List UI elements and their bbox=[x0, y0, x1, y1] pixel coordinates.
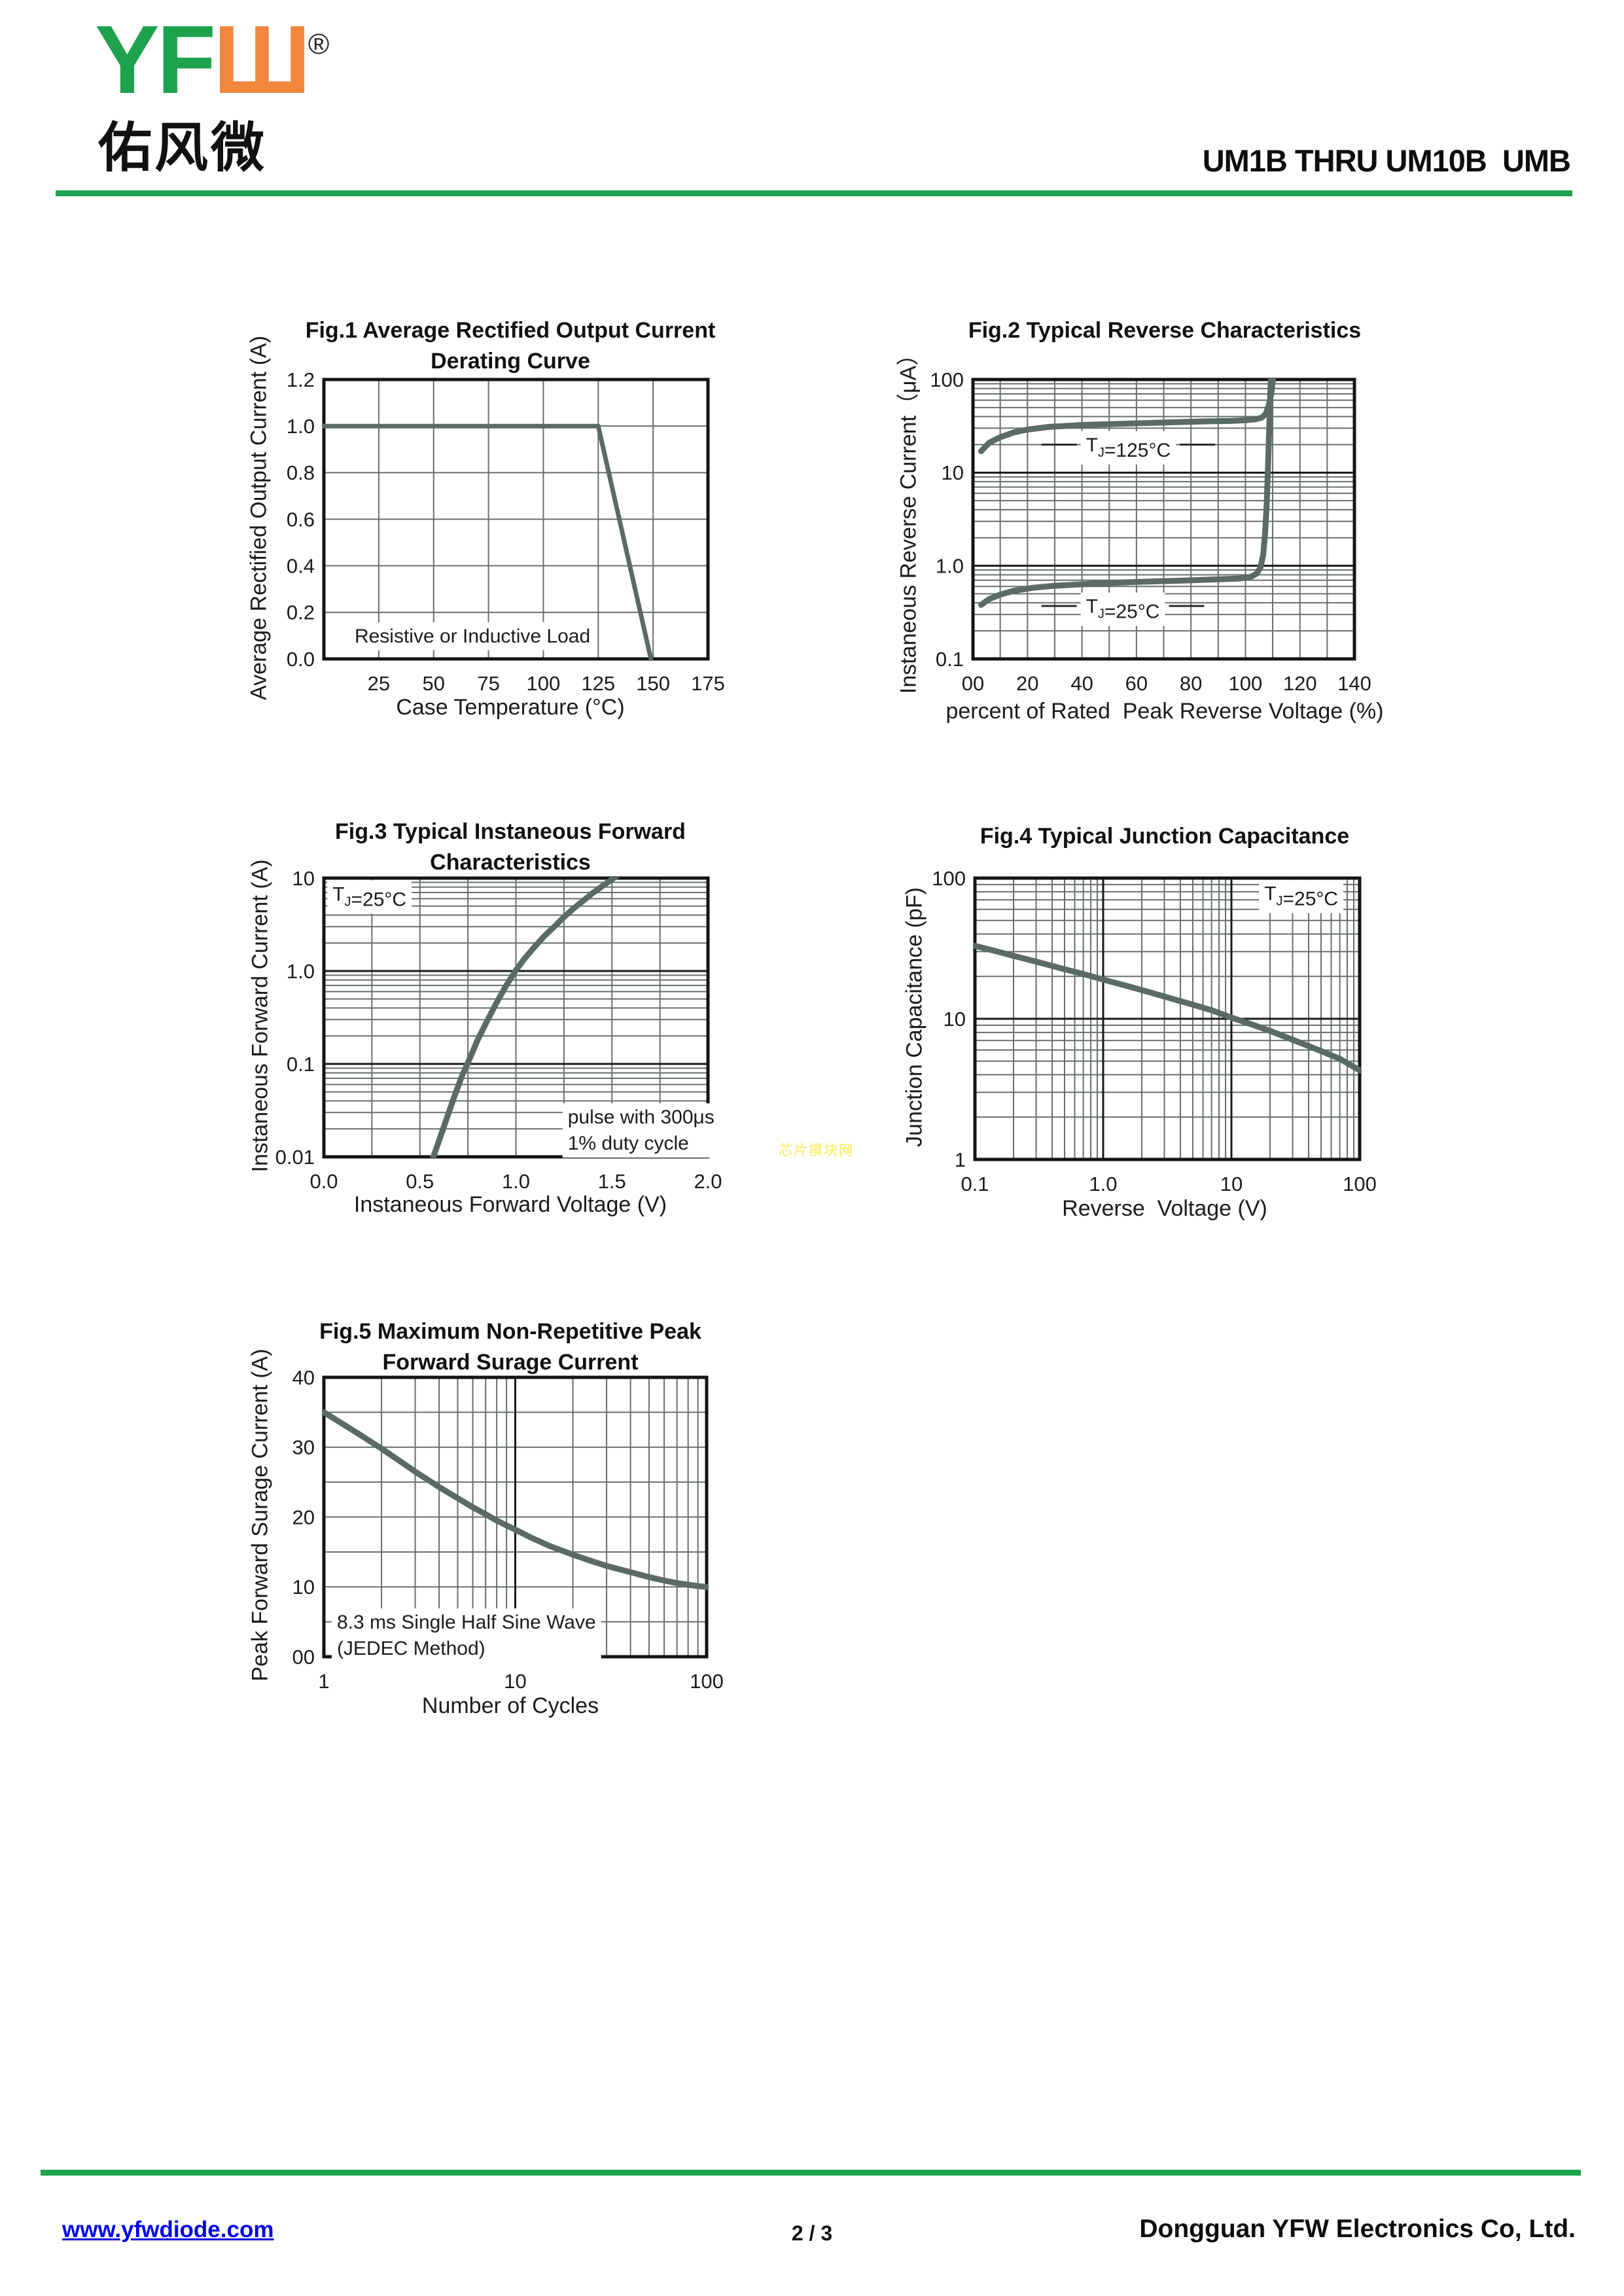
fig2-x-axis-label: percent of Rated Peak Reverse Voltage (%… bbox=[945, 699, 1384, 724]
svg-text:1: 1 bbox=[318, 1670, 329, 1693]
fig4-chart: 0.1 1.0 10 100 1 10 100 TJ=25°C bbox=[932, 867, 1377, 1195]
svg-text:10: 10 bbox=[1220, 1173, 1243, 1195]
fig5-x-axis-label: Number of Cycles bbox=[421, 1693, 599, 1718]
svg-text:10: 10 bbox=[942, 461, 964, 484]
company-logo: YFШ® bbox=[95, 12, 329, 109]
svg-text:1.0: 1.0 bbox=[287, 960, 315, 983]
svg-text:125: 125 bbox=[581, 672, 615, 695]
fig1-x-axis-label: Case Temperature (°C) bbox=[396, 695, 625, 720]
svg-text:0.4: 0.4 bbox=[287, 555, 315, 578]
svg-text:0.6: 0.6 bbox=[287, 508, 315, 531]
svg-text:1.0: 1.0 bbox=[287, 415, 315, 438]
svg-text:75: 75 bbox=[477, 672, 499, 695]
svg-text:10: 10 bbox=[504, 1670, 526, 1693]
header-rule bbox=[56, 190, 1572, 196]
svg-text:140: 140 bbox=[1337, 672, 1371, 695]
fig4-title: Fig.4 Typical Junction Capacitance bbox=[942, 821, 1387, 852]
svg-text:40: 40 bbox=[292, 1366, 315, 1389]
svg-text:1.5: 1.5 bbox=[598, 1170, 626, 1193]
svg-text:1% duty cycle: 1% duty cycle bbox=[568, 1133, 689, 1154]
fig1-chart: 25 50 75 100 125 150 175 0.0 0.2 0.4 0.6 0.8 1.0 1.2 R… bbox=[287, 368, 725, 695]
fig2-chart: 00 20 40 60 80 100 120 140 0.1 1.0 10 100 TJ=125°C TJ… bbox=[930, 368, 1371, 695]
svg-text:1.0: 1.0 bbox=[936, 555, 964, 578]
svg-text:0.2: 0.2 bbox=[287, 601, 315, 624]
page-number: 2 / 3 bbox=[791, 2221, 833, 2245]
fig5-title-line2: Forward Surage Current bbox=[382, 1349, 639, 1375]
fig1-title: Fig.1 Average Rectified Output Current D… bbox=[288, 315, 733, 377]
fig3-x-axis-label: Instaneous Forward Voltage (V) bbox=[353, 1192, 667, 1217]
svg-text:100: 100 bbox=[932, 867, 966, 890]
svg-text:8.3 ms Single Half Sine Wave: 8.3 ms Single Half Sine Wave bbox=[337, 1612, 596, 1633]
svg-text:25: 25 bbox=[368, 672, 390, 695]
fig2-title-line1: Fig.2 Typical Reverse Characteristics bbox=[968, 318, 1362, 343]
svg-text:20: 20 bbox=[292, 1506, 315, 1528]
svg-text:00: 00 bbox=[292, 1646, 315, 1669]
svg-text:120: 120 bbox=[1283, 672, 1317, 695]
svg-text:TJ=25°C: TJ=25°C bbox=[1264, 883, 1338, 910]
svg-text:60: 60 bbox=[1125, 672, 1148, 695]
svg-text:TJ=125°C: TJ=125°C bbox=[1086, 434, 1171, 461]
fig5-chart: 1 10 100 00 10 20 30 40 8.3 ms Single Half Sine … bbox=[292, 1366, 724, 1693]
svg-text:0.1: 0.1 bbox=[961, 1173, 989, 1195]
svg-text:TJ=25°C: TJ=25°C bbox=[1086, 596, 1160, 623]
fig4-title-line1: Fig.4 Typical Junction Capacitance bbox=[980, 824, 1350, 849]
svg-text:0.1: 0.1 bbox=[287, 1053, 315, 1076]
logo-yf-text: YF bbox=[95, 6, 216, 114]
svg-text:50: 50 bbox=[422, 672, 444, 695]
fig1-title-line1: Fig.1 Average Rectified Output Current bbox=[305, 318, 716, 343]
svg-text:Resistive or Inductive Load: Resistive or Inductive Load bbox=[355, 626, 590, 647]
svg-text:TJ=25°C: TJ=25°C bbox=[332, 883, 406, 910]
footer-rule bbox=[41, 2170, 1581, 2176]
svg-text:pulse with 300μs: pulse with 300μs bbox=[568, 1106, 715, 1128]
fig1-title-line2: Derating Curve bbox=[431, 348, 590, 374]
svg-text:0.0: 0.0 bbox=[309, 1170, 338, 1193]
svg-text:00: 00 bbox=[962, 672, 984, 695]
svg-text:30: 30 bbox=[292, 1436, 315, 1459]
svg-text:100: 100 bbox=[1229, 672, 1263, 695]
company-name: Dongguan YFW Electronics Co, Ltd. bbox=[1139, 2215, 1576, 2243]
svg-text:40: 40 bbox=[1070, 672, 1093, 695]
logo-chinese-name: 佑风微 bbox=[98, 118, 268, 178]
svg-text:100: 100 bbox=[1343, 1173, 1377, 1195]
svg-text:1.0: 1.0 bbox=[502, 1170, 530, 1193]
svg-text:20: 20 bbox=[1016, 672, 1038, 695]
svg-text:175: 175 bbox=[691, 672, 725, 695]
svg-text:0.01: 0.01 bbox=[275, 1146, 315, 1169]
svg-text:1.0: 1.0 bbox=[1089, 1173, 1117, 1195]
fig5-title-line1: Fig.5 Maximum Non-Repetitive Peak bbox=[319, 1319, 701, 1344]
document-title: UM1B THRU UM10B UMB bbox=[1202, 143, 1571, 178]
svg-text:100: 100 bbox=[527, 672, 561, 695]
svg-text:1.2: 1.2 bbox=[287, 368, 315, 391]
fig5-title: Fig.5 Maximum Non-Repetitive Peak Forwar… bbox=[288, 1316, 733, 1378]
logo-w-mark-icon: Ш bbox=[213, 6, 311, 114]
fig3-chart: 0.0 0.5 1.0 1.5 2.0 0.01 0.1 1.0 10 TJ=25°C pulse … bbox=[275, 867, 722, 1193]
svg-text:100: 100 bbox=[690, 1670, 724, 1693]
registered-trademark-icon: ® bbox=[308, 28, 330, 60]
fig3-title-line2: Characteristics bbox=[430, 849, 591, 875]
fig2-title: Fig.2 Typical Reverse Characteristics bbox=[942, 315, 1387, 346]
svg-text:(JEDEC Method): (JEDEC Method) bbox=[337, 1638, 485, 1659]
svg-text:100: 100 bbox=[930, 368, 964, 391]
svg-text:10: 10 bbox=[292, 1576, 315, 1598]
svg-text:0.5: 0.5 bbox=[406, 1170, 434, 1193]
svg-text:10: 10 bbox=[292, 867, 315, 890]
svg-text:80: 80 bbox=[1180, 672, 1202, 695]
svg-text:150: 150 bbox=[636, 672, 670, 695]
svg-text:2.0: 2.0 bbox=[694, 1170, 722, 1193]
fig3-title: Fig.3 Typical Instaneous Forward Charact… bbox=[288, 817, 733, 878]
svg-text:0.0: 0.0 bbox=[287, 648, 315, 671]
watermark-text: 芯片模块网 bbox=[779, 1143, 854, 1158]
svg-text:10: 10 bbox=[944, 1008, 966, 1031]
svg-text:0.1: 0.1 bbox=[936, 648, 964, 671]
svg-text:1: 1 bbox=[955, 1148, 966, 1171]
fig3-title-line1: Fig.3 Typical Instaneous Forward bbox=[335, 819, 686, 844]
fig4-x-axis-label: Reverse Voltage (V) bbox=[1062, 1196, 1267, 1221]
svg-text:0.8: 0.8 bbox=[287, 461, 315, 484]
footer-website-link[interactable]: www.yfwdiode.com bbox=[62, 2217, 274, 2242]
